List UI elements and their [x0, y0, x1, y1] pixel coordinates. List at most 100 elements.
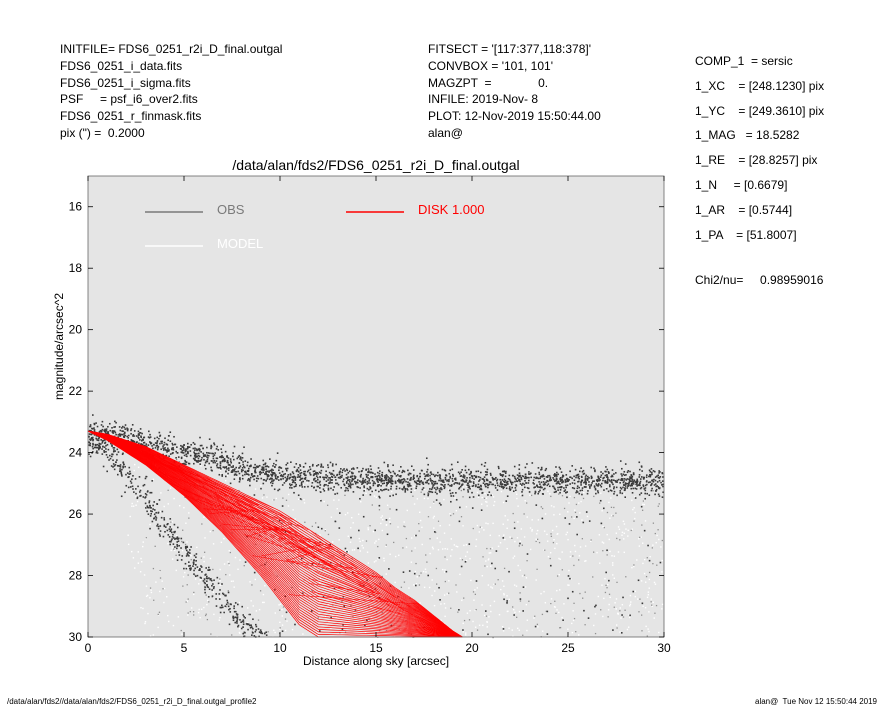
component-param-line-6: 1_AR = [0.5744] [695, 202, 793, 217]
obs-point [301, 486, 304, 488]
obs-point [649, 470, 652, 473]
obs-point [327, 464, 329, 466]
faint-point [623, 538, 625, 540]
obs-point [581, 493, 583, 496]
obs-point [204, 467, 207, 470]
obs-point [271, 468, 273, 471]
obs-point [394, 480, 397, 483]
obs-point [242, 465, 245, 468]
faint-point [144, 622, 146, 625]
obs-point [152, 508, 154, 510]
obs-point [123, 433, 125, 435]
faint-point [622, 520, 625, 523]
faint-point [453, 494, 456, 497]
obs-point [390, 474, 392, 477]
obs-point [489, 472, 492, 475]
obs-point [208, 438, 211, 441]
obs-point [173, 435, 175, 438]
faint-point [639, 598, 641, 600]
obs-point [249, 613, 251, 616]
x-tick-label: 25 [561, 641, 575, 655]
obs-point [160, 516, 163, 519]
obs-point [374, 475, 377, 478]
obs-point [106, 443, 109, 446]
faint-point [160, 510, 162, 513]
obs-point [112, 432, 114, 434]
obs-point [230, 466, 233, 468]
obs-point [403, 478, 405, 480]
obs-point [234, 470, 236, 473]
obs-point [115, 421, 117, 424]
obs-point [236, 616, 239, 618]
obs-point [93, 427, 95, 429]
obs-point [251, 473, 253, 475]
obs-point [349, 485, 352, 488]
disk-profile-line [87, 430, 463, 638]
obs-point [642, 478, 645, 480]
disk-profile-line [185, 477, 323, 554]
obs-point [125, 473, 127, 476]
faint-point [554, 547, 556, 550]
obs-point [101, 441, 104, 444]
obs-point [484, 610, 487, 612]
obs-point [193, 451, 195, 454]
faint-point [573, 564, 575, 567]
obs-point [434, 480, 437, 483]
faint-point [427, 491, 429, 494]
faint-point [507, 519, 509, 521]
faint-point [466, 612, 469, 614]
obs-point [475, 485, 477, 488]
obs-point [225, 603, 228, 606]
obs-point [336, 492, 339, 495]
obs-point [315, 489, 317, 492]
obs-point [117, 465, 120, 467]
obs-point [549, 564, 552, 567]
obs-point [147, 444, 150, 446]
obs-point [507, 477, 510, 480]
obs-point [193, 573, 195, 575]
faint-point [163, 601, 165, 604]
obs-point [303, 477, 306, 480]
obs-point [213, 586, 215, 588]
obs-point [622, 486, 624, 489]
obs-point [468, 481, 471, 483]
faint-point [535, 579, 537, 581]
obs-point [599, 476, 602, 478]
obs-point [638, 474, 641, 476]
obs-point [508, 570, 510, 573]
disk-profile-line [122, 441, 274, 509]
obs-point [614, 480, 617, 482]
faint-point [631, 528, 633, 530]
obs-point [168, 455, 170, 458]
faint-point [443, 602, 446, 605]
obs-point [132, 433, 135, 436]
obs-point [593, 486, 596, 488]
obs-point [500, 474, 503, 476]
faint-point [517, 564, 519, 567]
obs-point [244, 561, 247, 563]
faint-point [479, 526, 481, 528]
faint-point [200, 608, 203, 610]
obs-point [210, 579, 213, 582]
obs-point [257, 477, 260, 480]
faint-point [359, 583, 361, 585]
obs-point [492, 478, 495, 480]
faint-point [238, 631, 241, 634]
obs-point [198, 452, 200, 455]
obs-point [309, 473, 312, 476]
obs-point [90, 438, 93, 440]
obs-point [632, 487, 635, 490]
faint-point [338, 539, 340, 541]
obs-point [467, 482, 469, 485]
obs-point [427, 494, 429, 497]
obs-point [89, 425, 92, 428]
obs-point [656, 475, 658, 478]
faint-point [570, 578, 572, 580]
obs-point [208, 588, 211, 590]
obs-point [171, 452, 174, 455]
faint-point [295, 606, 297, 608]
obs-point [644, 497, 647, 500]
obs-point [467, 489, 469, 491]
faint-point [606, 511, 609, 514]
faint-point [621, 531, 624, 534]
